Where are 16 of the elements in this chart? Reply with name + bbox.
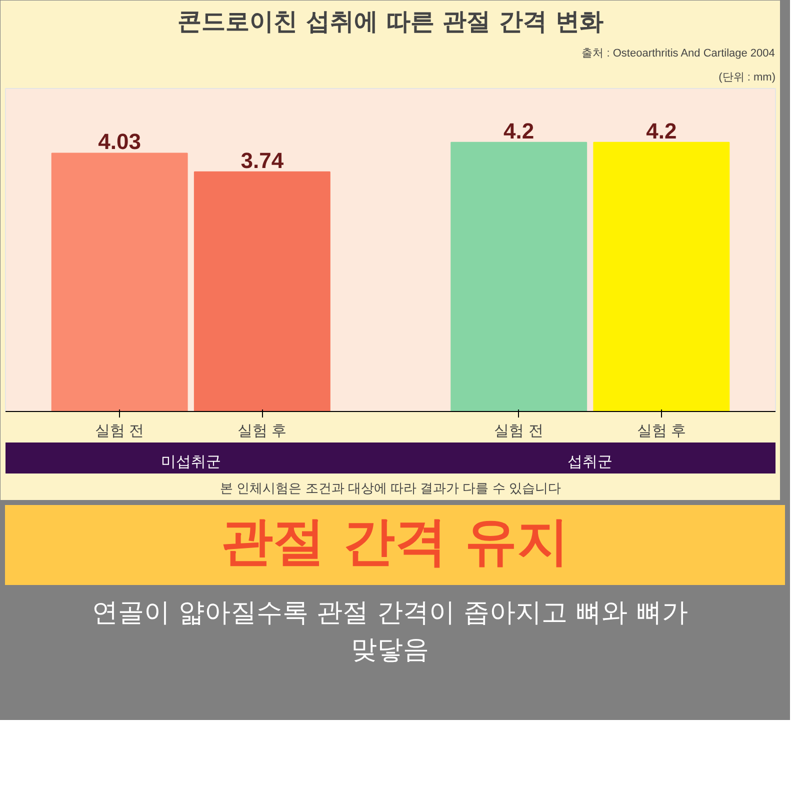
x-tick-label: 실험 후 (238, 422, 287, 440)
x-tick-label: 실험 전 (494, 422, 544, 440)
source-note: 출처 : Osteoarthritis And Cartilage 2004 (582, 48, 775, 60)
text: (단위 : mm) (718, 72, 776, 84)
text: 관절 간격 유지 (220, 511, 570, 574)
data-label: 4.2 (646, 118, 677, 144)
text: 본 인체시험은 조건과 대상에 따라 결과가 다를 수 있습니다 (220, 480, 561, 496)
data-label: 3.74 (240, 148, 284, 173)
chart-title: 콘드로이친 섭취에 따른 관절 간격 변화 (178, 8, 604, 36)
text: 섭취군 (568, 454, 613, 470)
x-tick-label: 실험 전 (94, 422, 144, 440)
text: 연골이 얇아질수록 관절 간격이 좁아지고 뼈와 뼈가 맞닿음 (91, 597, 689, 668)
text: 미섭취군 (160, 454, 221, 470)
data-label: 4.03 (98, 129, 141, 154)
data-label: 4.2 (504, 118, 534, 144)
x-tick-label: 실험 후 (636, 422, 686, 440)
